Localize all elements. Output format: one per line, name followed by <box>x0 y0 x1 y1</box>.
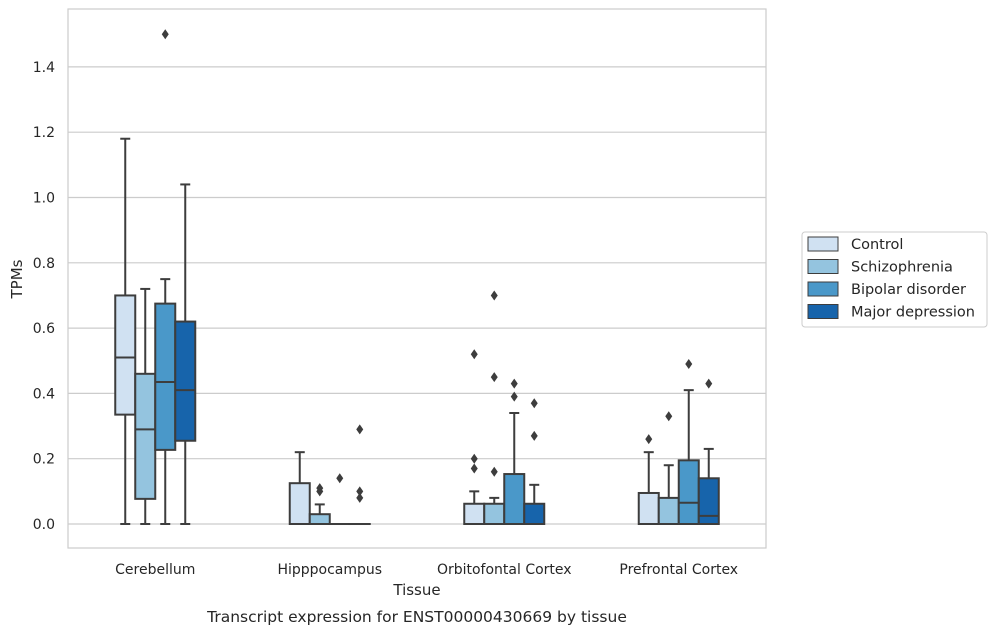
x-axis-title: Tissue <box>392 581 440 599</box>
legend-label: Control <box>851 237 903 253</box>
outlier-point <box>470 349 478 360</box>
outlier-point <box>705 378 713 389</box>
box-2-3 <box>523 398 546 525</box>
legend-frame <box>801 231 988 328</box>
box-iqr <box>657 496 680 526</box>
outlier-point <box>161 29 169 40</box>
box-3-2 <box>677 359 700 525</box>
box-iqr <box>697 477 720 526</box>
legend-label: Bipolar disorder <box>851 282 966 298</box>
outlier-point <box>356 424 364 435</box>
box-iqr <box>174 320 197 442</box>
legend-label: Major depression <box>851 305 975 321</box>
box-iqr <box>288 482 311 525</box>
x-tick-label: Orbitofontal Cortex <box>437 562 572 578</box>
box-1-1 <box>308 483 331 526</box>
boxes <box>114 29 720 526</box>
outlier-point <box>665 411 673 422</box>
outlier-point <box>336 473 344 484</box>
outlier-point <box>470 453 478 464</box>
outlier-point <box>685 359 693 370</box>
legend-swatch <box>807 304 839 319</box>
box-iqr <box>483 502 506 525</box>
outlier-point <box>530 430 538 441</box>
box-iqr <box>463 502 486 525</box>
y-tick-label: 0.4 <box>33 386 55 402</box>
box-0-1 <box>134 287 157 525</box>
box-3-1 <box>657 411 680 526</box>
chart-caption: Transcript expression for ENST0000043066… <box>206 608 627 626</box>
outlier-point <box>510 391 518 402</box>
outlier-point <box>316 483 324 494</box>
box-iqr <box>308 513 331 526</box>
box-iqr <box>114 294 137 416</box>
box-0-2 <box>154 29 177 525</box>
box-2-1 <box>483 290 506 525</box>
legend-swatch <box>807 236 839 252</box>
legend-swatch <box>807 259 839 274</box>
y-tick-label: 0.6 <box>33 321 55 337</box>
legend: Control Schizophrenia Bipolar disorder Majo… <box>801 231 988 328</box>
outlier-point <box>490 466 498 477</box>
y-tick-label: 1.0 <box>33 191 55 207</box>
outlier-point <box>356 492 364 503</box>
outlier-point <box>645 434 653 445</box>
outlier-point <box>356 486 364 497</box>
box-iqr <box>154 302 177 451</box>
outlier-point <box>470 463 478 474</box>
box-iqr <box>523 502 546 525</box>
box-iqr <box>677 459 700 525</box>
y-tick-label: 0.8 <box>33 256 55 272</box>
legend-swatch <box>807 281 839 297</box>
box-2-0 <box>463 349 486 525</box>
box-1-3 <box>348 424 371 526</box>
outlier-point <box>530 398 538 409</box>
y-tick-label: 0.2 <box>33 452 55 468</box>
box-iqr <box>134 372 157 500</box>
y-tick-label: 0.0 <box>33 517 55 533</box>
x-tick-labels: Cerebellum Hipppocampus Orbitofontal Corte… <box>115 562 738 578</box>
plot-frame <box>67 8 767 549</box>
box-1-0 <box>288 451 311 525</box>
x-tick-label: Cerebellum <box>115 562 195 578</box>
box-3-0 <box>637 434 660 526</box>
box-iqr <box>503 473 526 525</box>
box-2-2 <box>503 378 526 525</box>
x-tick-label: Prefrontal Cortex <box>619 562 738 578</box>
y-axis-title: TPMs <box>8 259 26 299</box>
box-0-0 <box>114 137 137 525</box>
x-tick-label: Hipppocampus <box>277 562 382 578</box>
box-0-3 <box>174 183 197 525</box>
y-tick-labels: 0.0 0.2 0.4 0.6 0.8 1.0 1.2 1.4 <box>33 60 55 533</box>
box-3-3 <box>697 378 720 526</box>
y-tick-label: 1.4 <box>33 60 55 76</box>
outlier-point <box>490 372 498 383</box>
gridlines <box>68 66 766 525</box>
outlier-point <box>490 290 498 301</box>
legend-label: Schizophrenia <box>851 260 953 276</box>
box-iqr <box>637 491 660 526</box>
box-1-2 <box>328 473 351 526</box>
outlier-point <box>510 378 518 389</box>
y-tick-label: 1.2 <box>33 125 55 141</box>
